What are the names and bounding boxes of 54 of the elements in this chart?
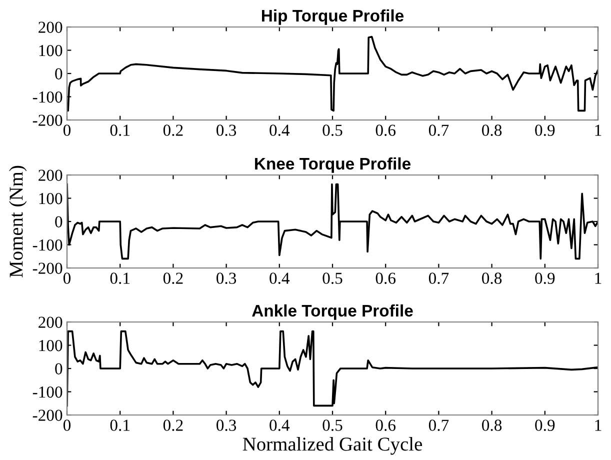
- y-tick-label: 200: [38, 170, 62, 181]
- x-tick-label: 0.2: [163, 124, 183, 136]
- x-tick-label: 1: [595, 124, 602, 136]
- line-series: [67, 36, 598, 112]
- chart-title: Hip Torque Profile: [262, 9, 404, 25]
- y-tick-label: 0: [55, 68, 62, 80]
- y-tick-label: -100: [32, 386, 62, 398]
- x-tick-label: 0.2: [163, 420, 183, 431]
- x-tick-label: 0.9: [535, 272, 555, 284]
- x-tick-label: 0.8: [482, 420, 502, 431]
- x-tick-label: 0.5: [322, 272, 342, 284]
- x-tick-label: 0.4: [270, 124, 290, 136]
- y-tick-label: 100: [39, 44, 62, 56]
- x-axis-title: Normalized Gait Cycle: [242, 437, 422, 455]
- x-tick-label: 0.7: [428, 272, 449, 284]
- y-tick-label: 0: [55, 363, 62, 374]
- x-tick-label: 0.1: [110, 272, 130, 284]
- x-tick-label: 0.1: [110, 420, 130, 431]
- x-tick-label: 0.6: [376, 124, 396, 136]
- x-tick-label: 0: [63, 420, 71, 431]
- x-tick-label: 0.5: [322, 420, 342, 431]
- x-tick-label: 0.7: [428, 420, 449, 431]
- y-tick-label: 0: [55, 216, 62, 228]
- y-tick-label: 200: [38, 22, 62, 33]
- x-tick-label: 0: [63, 272, 71, 284]
- x-tick-label: 0.3: [216, 124, 236, 136]
- chart-title: Knee Torque Profile: [255, 157, 410, 173]
- x-tick-label: 0.2: [163, 272, 183, 284]
- chart-title: Ankle Torque Profile: [252, 304, 413, 320]
- x-tick-label: 0.1: [110, 124, 130, 136]
- y-tick-label: -200: [32, 114, 62, 126]
- x-tick-label: 0.4: [270, 272, 290, 284]
- y-tick-label: 100: [39, 340, 62, 352]
- y-tick-label: -100: [32, 91, 62, 103]
- x-tick-label: 0.3: [216, 272, 236, 284]
- x-tick-label: 0.8: [482, 124, 502, 136]
- x-tick-label: 0.3: [216, 420, 236, 431]
- x-tick-label: 0.4: [270, 420, 290, 431]
- x-tick-label: 0: [63, 124, 71, 136]
- x-tick-label: 0.8: [482, 272, 502, 284]
- y-tick-label: 100: [39, 192, 62, 204]
- x-tick-label: 0.9: [535, 420, 555, 431]
- x-tick-label: 0.7: [428, 124, 449, 136]
- x-tick-label: 0.6: [376, 272, 396, 284]
- y-tick-label: 200: [38, 316, 62, 328]
- x-tick-label: 0.6: [376, 420, 396, 431]
- x-tick-label: 0.9: [535, 124, 555, 136]
- x-tick-label: 0.5: [322, 124, 342, 136]
- y-axis-title: Moment (Nm): [9, 166, 27, 278]
- y-tick-label: -100: [32, 239, 62, 251]
- x-tick-label: 1: [595, 272, 602, 284]
- x-tick-label: 1: [595, 420, 602, 431]
- y-tick-label: -200: [32, 262, 62, 274]
- y-tick-label: -200: [32, 410, 62, 421]
